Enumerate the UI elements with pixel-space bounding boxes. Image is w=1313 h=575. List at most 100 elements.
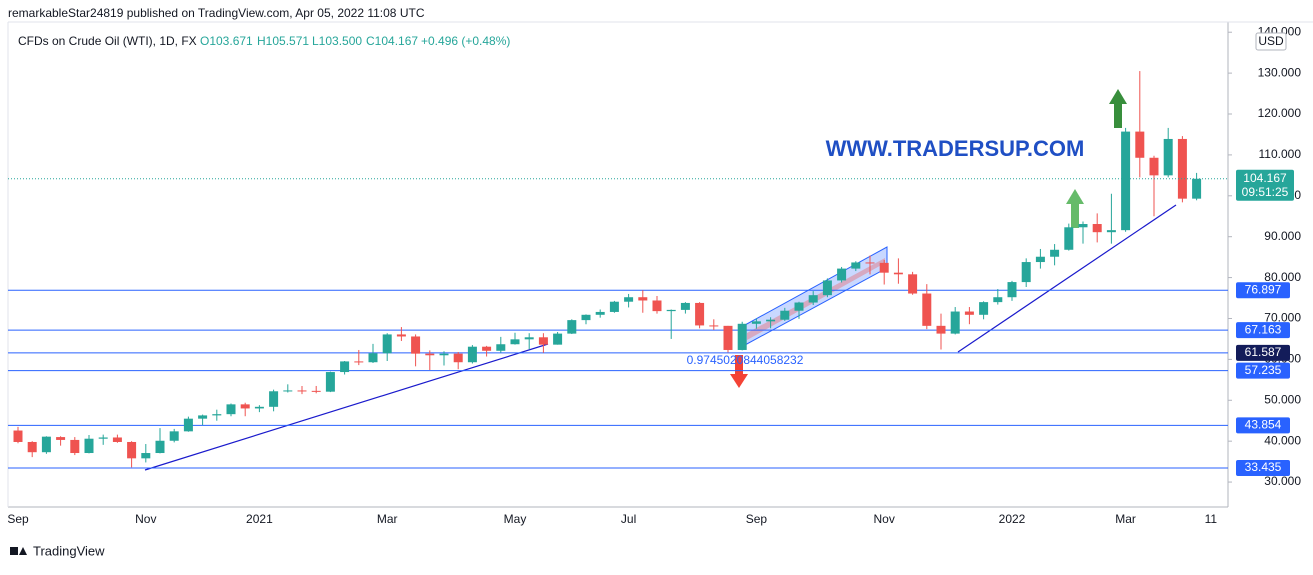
candle-body: [1121, 131, 1131, 231]
candle-body: [1035, 256, 1045, 263]
candle-body: [439, 353, 449, 356]
ohlc-close: C104.167: [366, 34, 418, 48]
level-label-box: [1236, 460, 1290, 477]
candle-body: [609, 301, 619, 312]
ohlc-open: O103.671: [200, 34, 253, 48]
y-tick-label: 40.000: [1264, 433, 1301, 447]
y-tick-label: 30.000: [1264, 474, 1301, 488]
level-label-box: [1236, 362, 1290, 379]
candle-body: [127, 441, 137, 459]
candle-body: [1092, 224, 1102, 233]
candle-body: [936, 325, 946, 334]
countdown: 09:51:25: [1242, 185, 1289, 199]
candle-body: [1163, 138, 1173, 176]
candle-body: [141, 453, 151, 459]
candle-body: [56, 437, 66, 440]
candle-body: [1050, 249, 1060, 257]
candle-body: [581, 314, 591, 321]
candle-body: [624, 297, 634, 302]
candle-body: [453, 353, 463, 363]
candle-body: [1078, 224, 1088, 228]
x-tick-label: Nov: [135, 512, 156, 526]
candle-body: [553, 333, 563, 345]
candle-body: [879, 262, 889, 273]
level-label: 43.854: [1245, 418, 1282, 432]
candle-body: [538, 337, 548, 345]
watermark-text: WWW.TRADERSUP.COM: [826, 136, 1085, 161]
y-tick-label: 90.000: [1264, 229, 1301, 243]
ratio-label: 0.9745020844058232: [687, 353, 804, 367]
candle-body: [666, 309, 676, 312]
level-label-box: [1236, 282, 1290, 299]
level-label: 61.587: [1245, 345, 1282, 359]
candle-body: [723, 325, 733, 350]
level-label-box: [1236, 417, 1290, 434]
candle-body: [964, 311, 974, 315]
x-tick-label: 2022: [999, 512, 1026, 526]
candle-body: [155, 440, 165, 454]
candle-body: [84, 438, 94, 454]
last-price-box: [1236, 169, 1294, 201]
currency-box: [1255, 32, 1287, 51]
x-tick-label: Nov: [874, 512, 895, 526]
candle-body: [254, 406, 264, 409]
last-price-label: 104.167: [1243, 171, 1287, 185]
candle-body: [27, 441, 37, 453]
y-tick-label: 120.000: [1258, 106, 1302, 120]
symbol-title: CFDs on Crude Oil (WTI), 1D, FX: [18, 34, 197, 48]
candle-body: [822, 280, 832, 296]
x-tick-label: Mar: [1115, 512, 1136, 526]
x-tick-label: Sep: [746, 512, 768, 526]
candle-body: [950, 311, 960, 334]
y-tick-label: 50.000: [1264, 392, 1301, 406]
up-arrow: [1066, 189, 1084, 228]
ohlc-high: H105.571: [257, 34, 309, 48]
candle-body: [737, 323, 747, 350]
candle-body: [638, 297, 648, 301]
candle-body: [269, 391, 279, 407]
candle-body: [226, 404, 236, 415]
candle-body: [198, 415, 208, 419]
candle-body: [993, 297, 1003, 303]
candle-body: [524, 337, 534, 340]
x-tick-label: May: [504, 512, 527, 526]
candle-body: [240, 404, 250, 409]
candle-body: [425, 353, 435, 356]
candle-body: [780, 310, 790, 320]
level-label: 33.435: [1245, 460, 1282, 474]
ohlc-change: +0.496 (+0.48%): [421, 34, 510, 48]
candle-body: [283, 390, 293, 392]
candle-body: [567, 320, 577, 334]
trendline: [957, 204, 1177, 353]
candle-body: [1192, 178, 1202, 199]
candle-body: [340, 361, 350, 373]
candle-body: [112, 437, 122, 442]
candle-body: [979, 302, 989, 315]
x-tick-label: Mar: [377, 512, 398, 526]
candle-body: [922, 293, 932, 326]
currency-label: USD: [1258, 34, 1284, 48]
candle-body: [794, 302, 804, 311]
candle-body: [709, 325, 719, 327]
candle-body: [41, 436, 51, 453]
candle-body: [297, 390, 307, 392]
candle-body: [652, 300, 662, 312]
candle-body: [1021, 262, 1031, 283]
candle-body: [908, 274, 918, 294]
candle-body: [212, 414, 222, 416]
candle-body: [396, 334, 406, 337]
candle-body: [482, 346, 492, 351]
candle-body: [70, 439, 80, 454]
footer-logo: [10, 547, 27, 555]
trendline: [144, 343, 549, 471]
candle-body: [680, 302, 690, 310]
x-tick-label: Jul: [621, 512, 636, 526]
y-tick-label: 130.000: [1258, 65, 1302, 79]
x-tick-label: 2021: [246, 512, 273, 526]
candle-body: [1149, 157, 1159, 176]
candle-body: [808, 295, 818, 303]
candle-body: [1135, 131, 1145, 158]
candle-body: [1064, 227, 1074, 250]
level-label-box: [1236, 322, 1290, 339]
